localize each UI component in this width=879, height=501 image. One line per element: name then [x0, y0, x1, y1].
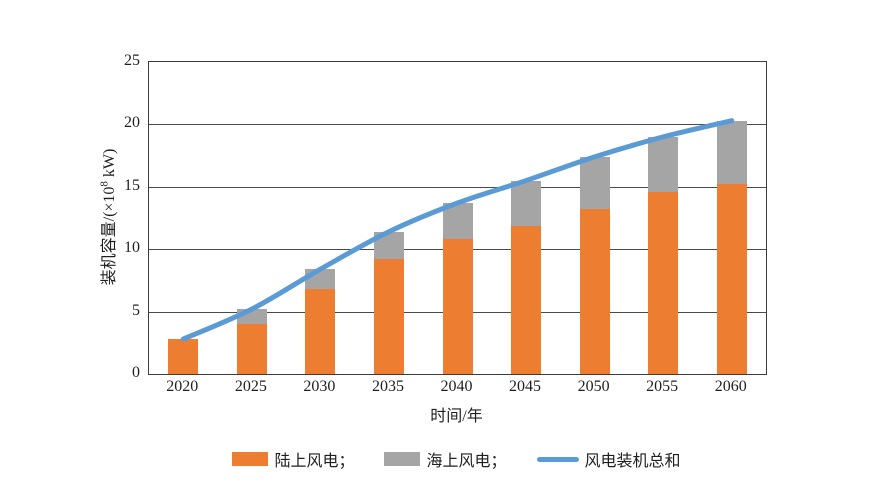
y-tick-label-10: 10	[124, 239, 140, 257]
x-tick-label-2060: 2060	[714, 378, 747, 395]
onshore-wind-bar-2025	[236, 324, 267, 374]
x-tick-label-2040: 2040	[440, 378, 473, 395]
onshore-wind-bar-2045	[511, 225, 542, 374]
legend-item-offshore-wind: 海上风电；	[384, 447, 507, 471]
y-tick-label-20: 20	[124, 114, 140, 132]
legend: 陆上风电； 海上风电； 风电装机总和	[148, 447, 765, 471]
onshore-wind-bar-2035	[373, 259, 404, 374]
gridline-20	[149, 124, 766, 126]
offshore-wind-bar-2055	[648, 136, 679, 192]
y-axis-title: 装机容量/(×108 kW)	[95, 149, 119, 286]
legend-item-total-wind: 风电装机总和	[536, 447, 681, 471]
onshore-wind-bar-2060	[716, 184, 747, 374]
y-tick-label-25: 25	[124, 52, 140, 69]
legend-swatch-total-wind	[536, 456, 579, 462]
legend-label-total-wind: 风电装机总和	[584, 453, 681, 470]
offshore-wind-bar-2050	[579, 156, 610, 210]
onshore-wind-bar-2055	[648, 191, 679, 374]
onshore-wind-bar-2030	[305, 289, 336, 374]
x-tick-label-2035: 2035	[371, 378, 404, 395]
y-tick-label-15: 15	[124, 176, 140, 194]
x-tick-label-2025: 2025	[234, 378, 267, 395]
x-tick-label-2045: 2045	[509, 378, 542, 395]
offshore-wind-bar-2045	[511, 180, 542, 226]
x-tick-label-2030: 2030	[303, 378, 336, 395]
y-axis-title-prefix: 装机容量/(×10	[101, 186, 118, 286]
x-axis-title: 时间/年	[430, 408, 483, 425]
legend-item-onshore-wind: 陆上风电；	[232, 447, 354, 471]
legend-swatch-onshore-wind	[232, 452, 269, 466]
offshore-wind-bar-2060	[716, 120, 747, 185]
plot-area	[148, 61, 767, 375]
onshore-wind-bar-2050	[579, 209, 610, 374]
x-tick-label-2020: 2020	[166, 378, 199, 395]
onshore-wind-bar-2040	[442, 239, 473, 374]
y-tick-label-5: 5	[132, 301, 140, 319]
legend-label-offshore-wind: 海上风电；	[426, 453, 507, 470]
legend-swatch-offshore-wind	[384, 452, 421, 466]
onshore-wind-bar-2020	[168, 339, 199, 374]
gridline-15	[149, 186, 766, 188]
legend-label-onshore-wind: 陆上风电；	[274, 453, 355, 470]
total-line-layer	[180, 118, 735, 342]
total-wind-line-path	[180, 118, 735, 342]
x-tick-label-2055: 2055	[646, 378, 679, 395]
y-tick-label-0: 0	[132, 364, 140, 381]
x-tick-label-2050: 2050	[577, 378, 610, 395]
